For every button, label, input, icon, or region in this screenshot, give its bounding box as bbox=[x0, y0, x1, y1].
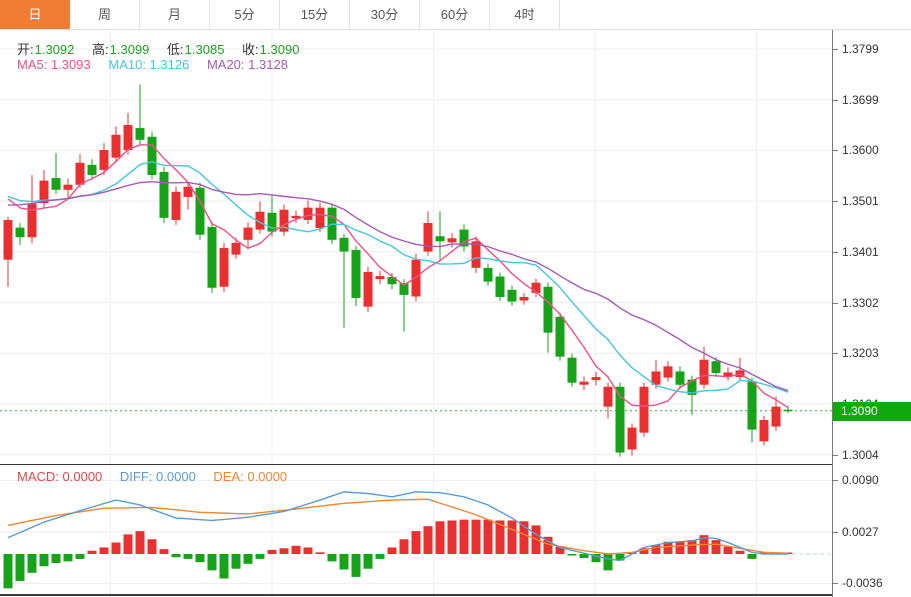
price-tick-label: 1.3302 bbox=[833, 296, 911, 310]
macd-tick-label: 0.0027 bbox=[833, 525, 911, 539]
price-tick-label: 1.3699 bbox=[833, 93, 911, 107]
ma10-label: MA10: bbox=[108, 57, 146, 72]
tab-week[interactable]: 周 bbox=[70, 0, 140, 29]
macd-tick-label: -0.0036 bbox=[833, 576, 911, 590]
price-tick-label: 1.3600 bbox=[833, 143, 911, 157]
tab-60min[interactable]: 60分 bbox=[420, 0, 490, 29]
price-tick-label: 1.3004 bbox=[833, 448, 911, 462]
current-price-badge: 1.3090 bbox=[833, 402, 911, 421]
ma-legend: MA5: 1.3093 MA10: 1.3126 MA20: 1.3128 bbox=[17, 57, 302, 72]
macd-tick-label: 0.0090 bbox=[833, 473, 911, 487]
macd-legend: MACD: 0.0000 DIFF: 0.0000 DEA: 0.0000 bbox=[17, 469, 301, 484]
tab-30min[interactable]: 30分 bbox=[350, 0, 420, 29]
dea-value: 0.0000 bbox=[247, 469, 288, 484]
tab-day[interactable]: 日 bbox=[0, 0, 70, 29]
high-label: 高: bbox=[92, 42, 109, 57]
low-value: 1.3085 bbox=[184, 42, 225, 57]
dea-label: DEA: bbox=[213, 469, 244, 484]
open-label: 开: bbox=[17, 42, 34, 57]
ma5-value: 1.3093 bbox=[50, 57, 91, 72]
price-tick-label: 1.3799 bbox=[833, 42, 911, 56]
ma20-label: MA20: bbox=[206, 57, 245, 72]
ma20-value: 1.3128 bbox=[248, 57, 288, 72]
open-value: 1.3092 bbox=[34, 42, 75, 57]
ohlc-legend: 开:1.3092 高:1.3099 低:1.3085 收:1.3090 bbox=[17, 39, 313, 58]
tab-5min[interactable]: 5分 bbox=[210, 0, 280, 29]
diff-label: DIFF: bbox=[119, 469, 153, 484]
price-tick-label: 1.3501 bbox=[833, 194, 911, 208]
high-value: 1.3099 bbox=[109, 42, 150, 57]
candlestick-chart[interactable] bbox=[0, 30, 832, 465]
ma5-label: MA5: bbox=[17, 57, 48, 72]
close-label: 收: bbox=[242, 42, 259, 57]
bottom-border bbox=[0, 594, 911, 596]
price-tick-label: 1.3203 bbox=[833, 346, 911, 360]
price-tick-label: 1.3401 bbox=[833, 245, 911, 259]
tab-4hour[interactable]: 4时 bbox=[490, 0, 560, 29]
price-axis: 1.3799 1.3699 1.3600 1.3501 1.3401 1.330… bbox=[832, 30, 911, 597]
panel-divider bbox=[0, 464, 911, 465]
tab-15min[interactable]: 15分 bbox=[280, 0, 350, 29]
tab-month[interactable]: 月 bbox=[140, 0, 210, 29]
close-value: 1.3090 bbox=[259, 42, 300, 57]
macd-value: 0.0000 bbox=[62, 469, 103, 484]
macd-chart[interactable] bbox=[0, 465, 832, 597]
macd-label: MACD: bbox=[17, 469, 59, 484]
diff-value: 0.0000 bbox=[156, 469, 196, 484]
timeframe-tabbar: 日 周 月 5分 15分 30分 60分 4时 bbox=[0, 0, 911, 30]
low-label: 低: bbox=[167, 42, 184, 57]
ma10-value: 1.3126 bbox=[149, 57, 190, 72]
